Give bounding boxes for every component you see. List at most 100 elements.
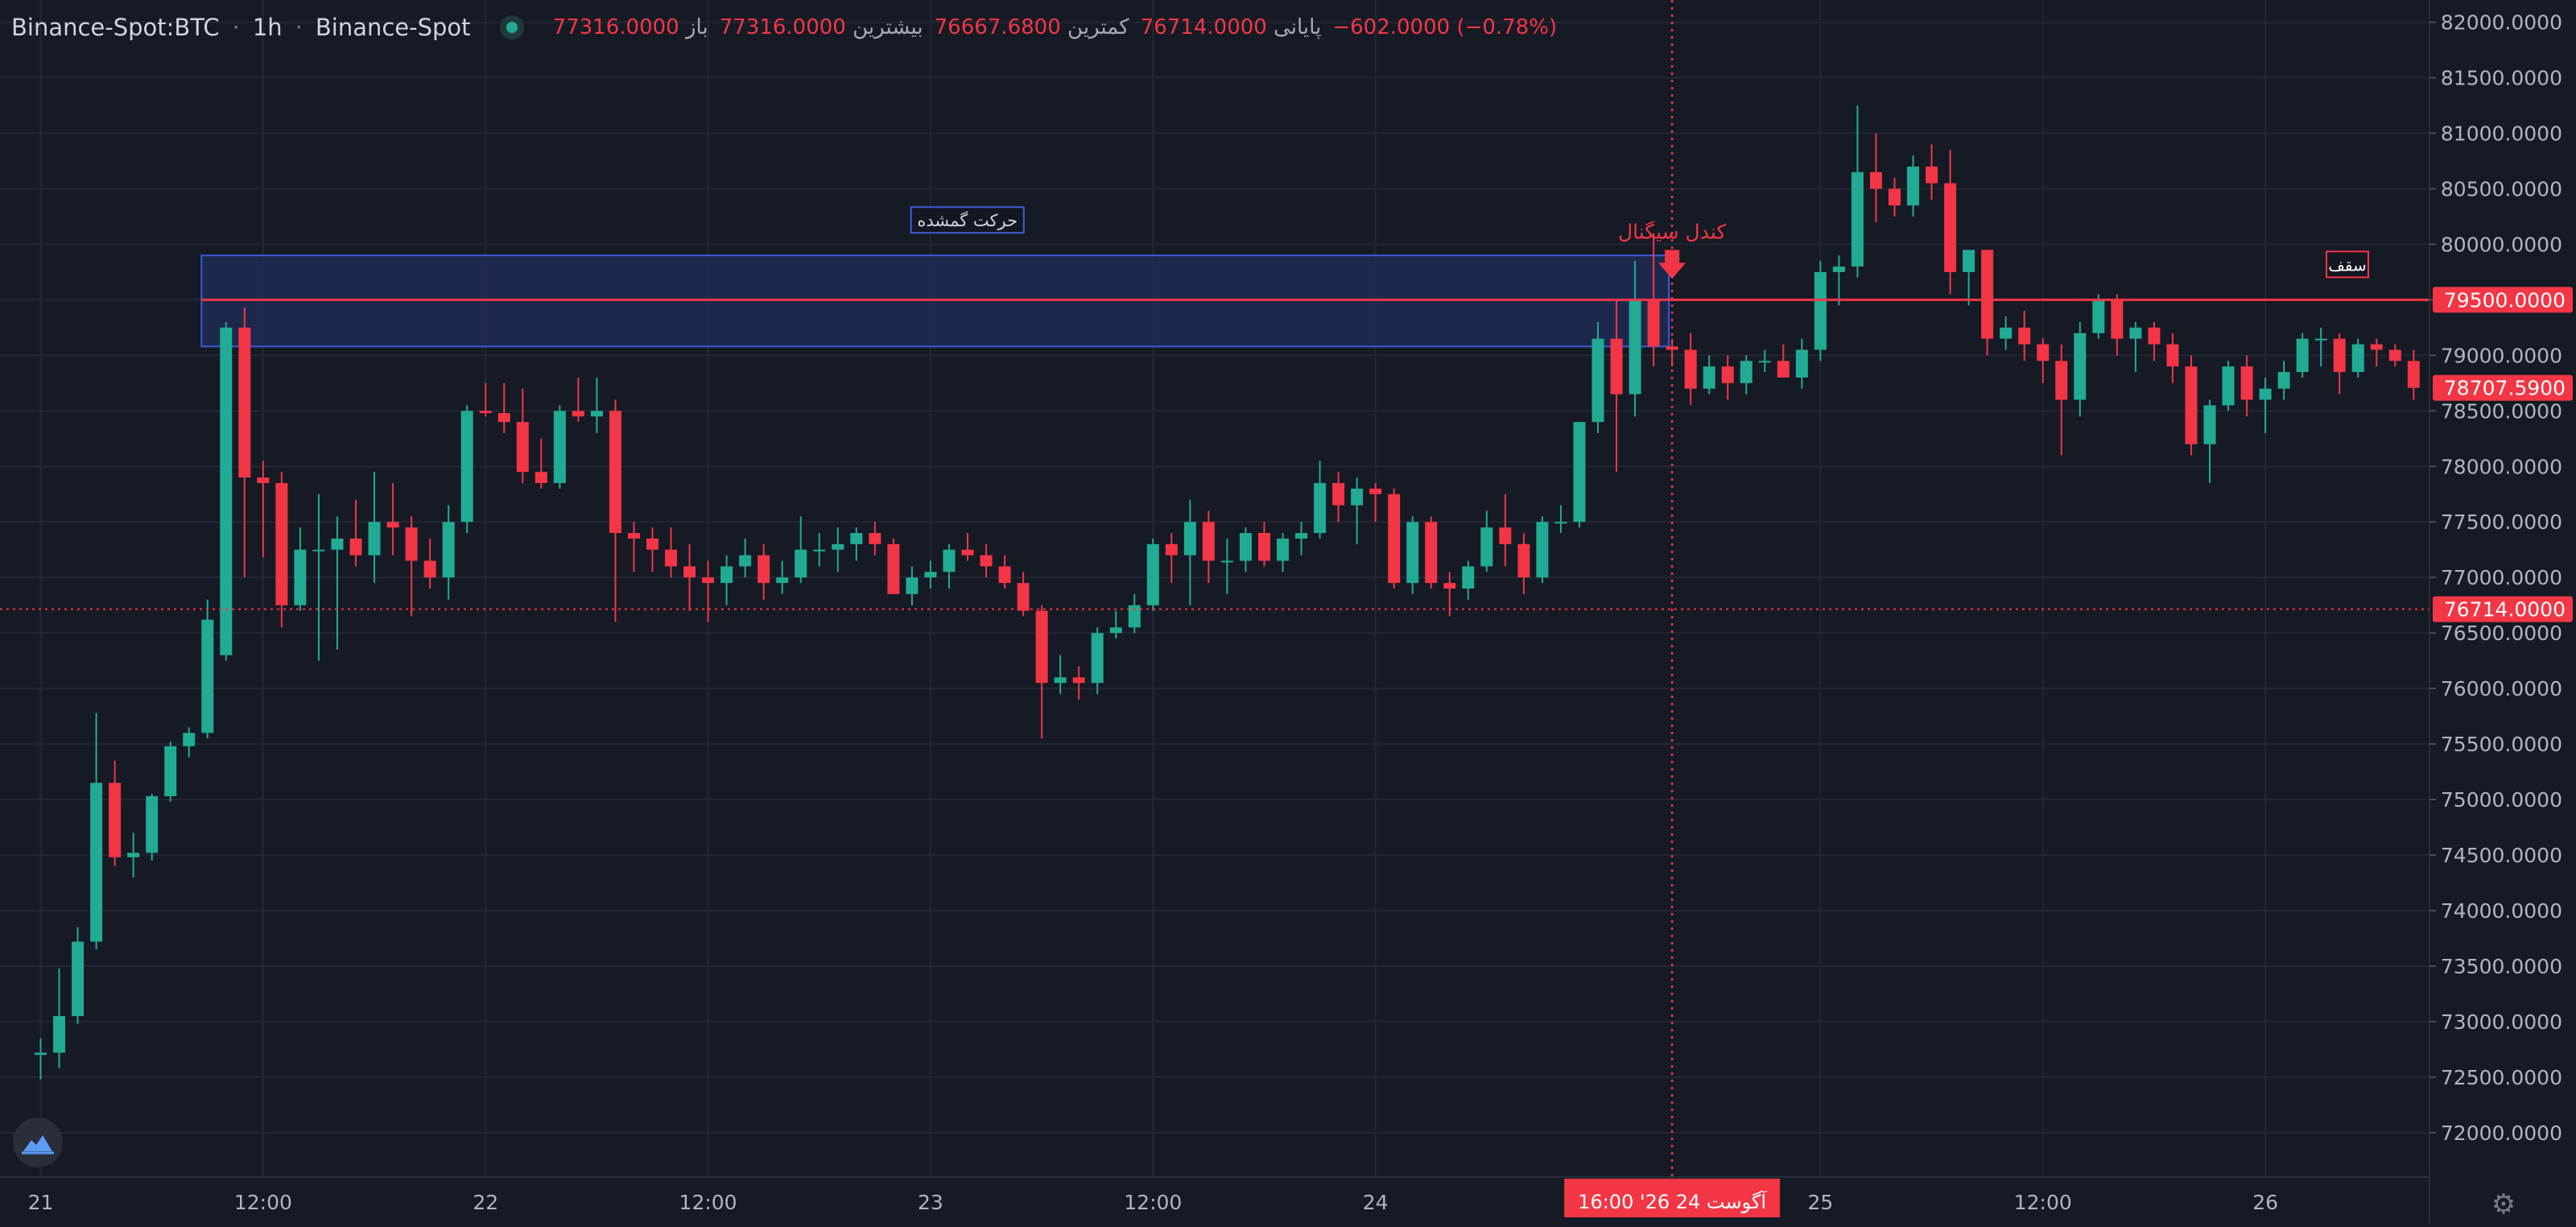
candle [2296,333,2309,378]
candle [943,543,956,589]
candle [442,505,455,600]
gear-icon[interactable]: ⚙ [2491,1188,2516,1221]
candle [1351,477,1364,544]
candle [127,832,140,878]
candle [479,382,492,417]
candle [924,560,937,589]
candle [1165,533,1178,584]
candle-body [2351,344,2364,373]
signal-marker: کندل سیگنال [1618,220,1726,279]
candle [627,522,640,572]
candle [702,560,715,622]
candle-body [2129,327,2142,339]
interval-label[interactable]: 1h [252,14,283,41]
candle [2111,294,2124,356]
candle-body [1758,361,1771,363]
candle [1072,666,1085,700]
candle [1295,522,1308,556]
candle [2129,321,2142,373]
arrow-down-icon [1658,262,1686,279]
candle-body [1425,522,1438,584]
candle [572,377,584,423]
candle [460,405,473,534]
candle [1109,610,1122,639]
time-tick-label: 25 [1807,1191,1833,1214]
price-tag: 79500.0000 [2433,287,2573,313]
candle [405,516,418,617]
candle [1536,516,1549,584]
candle-body [1629,300,1641,395]
tradingview-cloud-logo-icon[interactable] [13,1118,63,1167]
candle [1591,321,1604,433]
candle-body [1573,422,1586,523]
ohlc-item: بیشترین 77316.0000 [719,15,923,39]
candle-body [1257,533,1270,561]
candle-body [1647,300,1660,347]
candle-body [1610,338,1623,395]
candle-body [1795,349,1808,378]
candle [2222,361,2235,411]
candle-body [1740,361,1752,383]
candle-body [127,853,140,857]
time-tick-label: 12:00 [679,1191,737,1214]
time-tick-label: 26 [2252,1191,2278,1214]
candle [906,566,919,605]
price-tick-label: 75500.0000 [2441,733,2562,756]
candle-body [2407,361,2420,388]
candle-body [201,619,214,733]
candle-body [1684,349,1697,389]
candle-body [53,1016,66,1053]
crosshair-time-tag: 16:00 '26 آگوست 24 [1564,1179,1781,1217]
candle-body [813,549,826,552]
candle [2055,344,2068,456]
candle-body [1388,494,1401,584]
candle-body [183,733,196,746]
candle [1257,522,1270,567]
candle-body [1035,610,1048,684]
candle-body [2222,366,2235,406]
candle [1220,538,1233,594]
candle [1795,338,1808,389]
candle-body [238,327,251,478]
candle-body [1017,583,1030,611]
candle-body [2185,366,2198,444]
candle-body [2203,405,2216,444]
candle-body [1926,166,1938,184]
candle [257,461,270,558]
price-tick-label: 76500.0000 [2441,622,2562,645]
candle [535,438,547,489]
candle-body [2092,300,2105,333]
price-tick-label: 78500.0000 [2441,399,2562,423]
candle-body [572,411,584,417]
price-tick-label: 82000.0000 [2441,11,2562,35]
time-axis-labels: 21 12:00 22 12:00 23 12:00 24 25 12:00 26 [28,1191,2278,1214]
candle-body [2314,338,2327,341]
candle [1610,300,1623,473]
candle-body [1332,482,1345,506]
candle-body [90,783,103,942]
candle-body [1406,522,1419,584]
candles [35,105,2420,1080]
price-tag-box [2433,596,2573,622]
candle [72,927,85,1024]
candle-body [1165,543,1178,556]
candle-body [2370,344,2383,350]
symbol-name[interactable]: Binance-Spot:BTC [11,14,220,41]
candle [1091,627,1104,695]
candle-body [164,746,177,796]
price-tick-label: 79000.0000 [2441,344,2562,367]
candle-body [609,411,621,534]
price-tag-box [2433,374,2573,401]
price-tag: 76714.0000 [2433,596,2573,622]
candle [1128,593,1141,634]
candle-body [1314,482,1327,534]
candle [776,560,789,594]
candle-body [776,577,789,584]
candle-body [924,572,937,578]
candle-body [1369,488,1382,494]
candle [1480,510,1493,572]
candle-body [980,555,993,567]
candle [294,527,307,611]
candle [386,482,399,556]
